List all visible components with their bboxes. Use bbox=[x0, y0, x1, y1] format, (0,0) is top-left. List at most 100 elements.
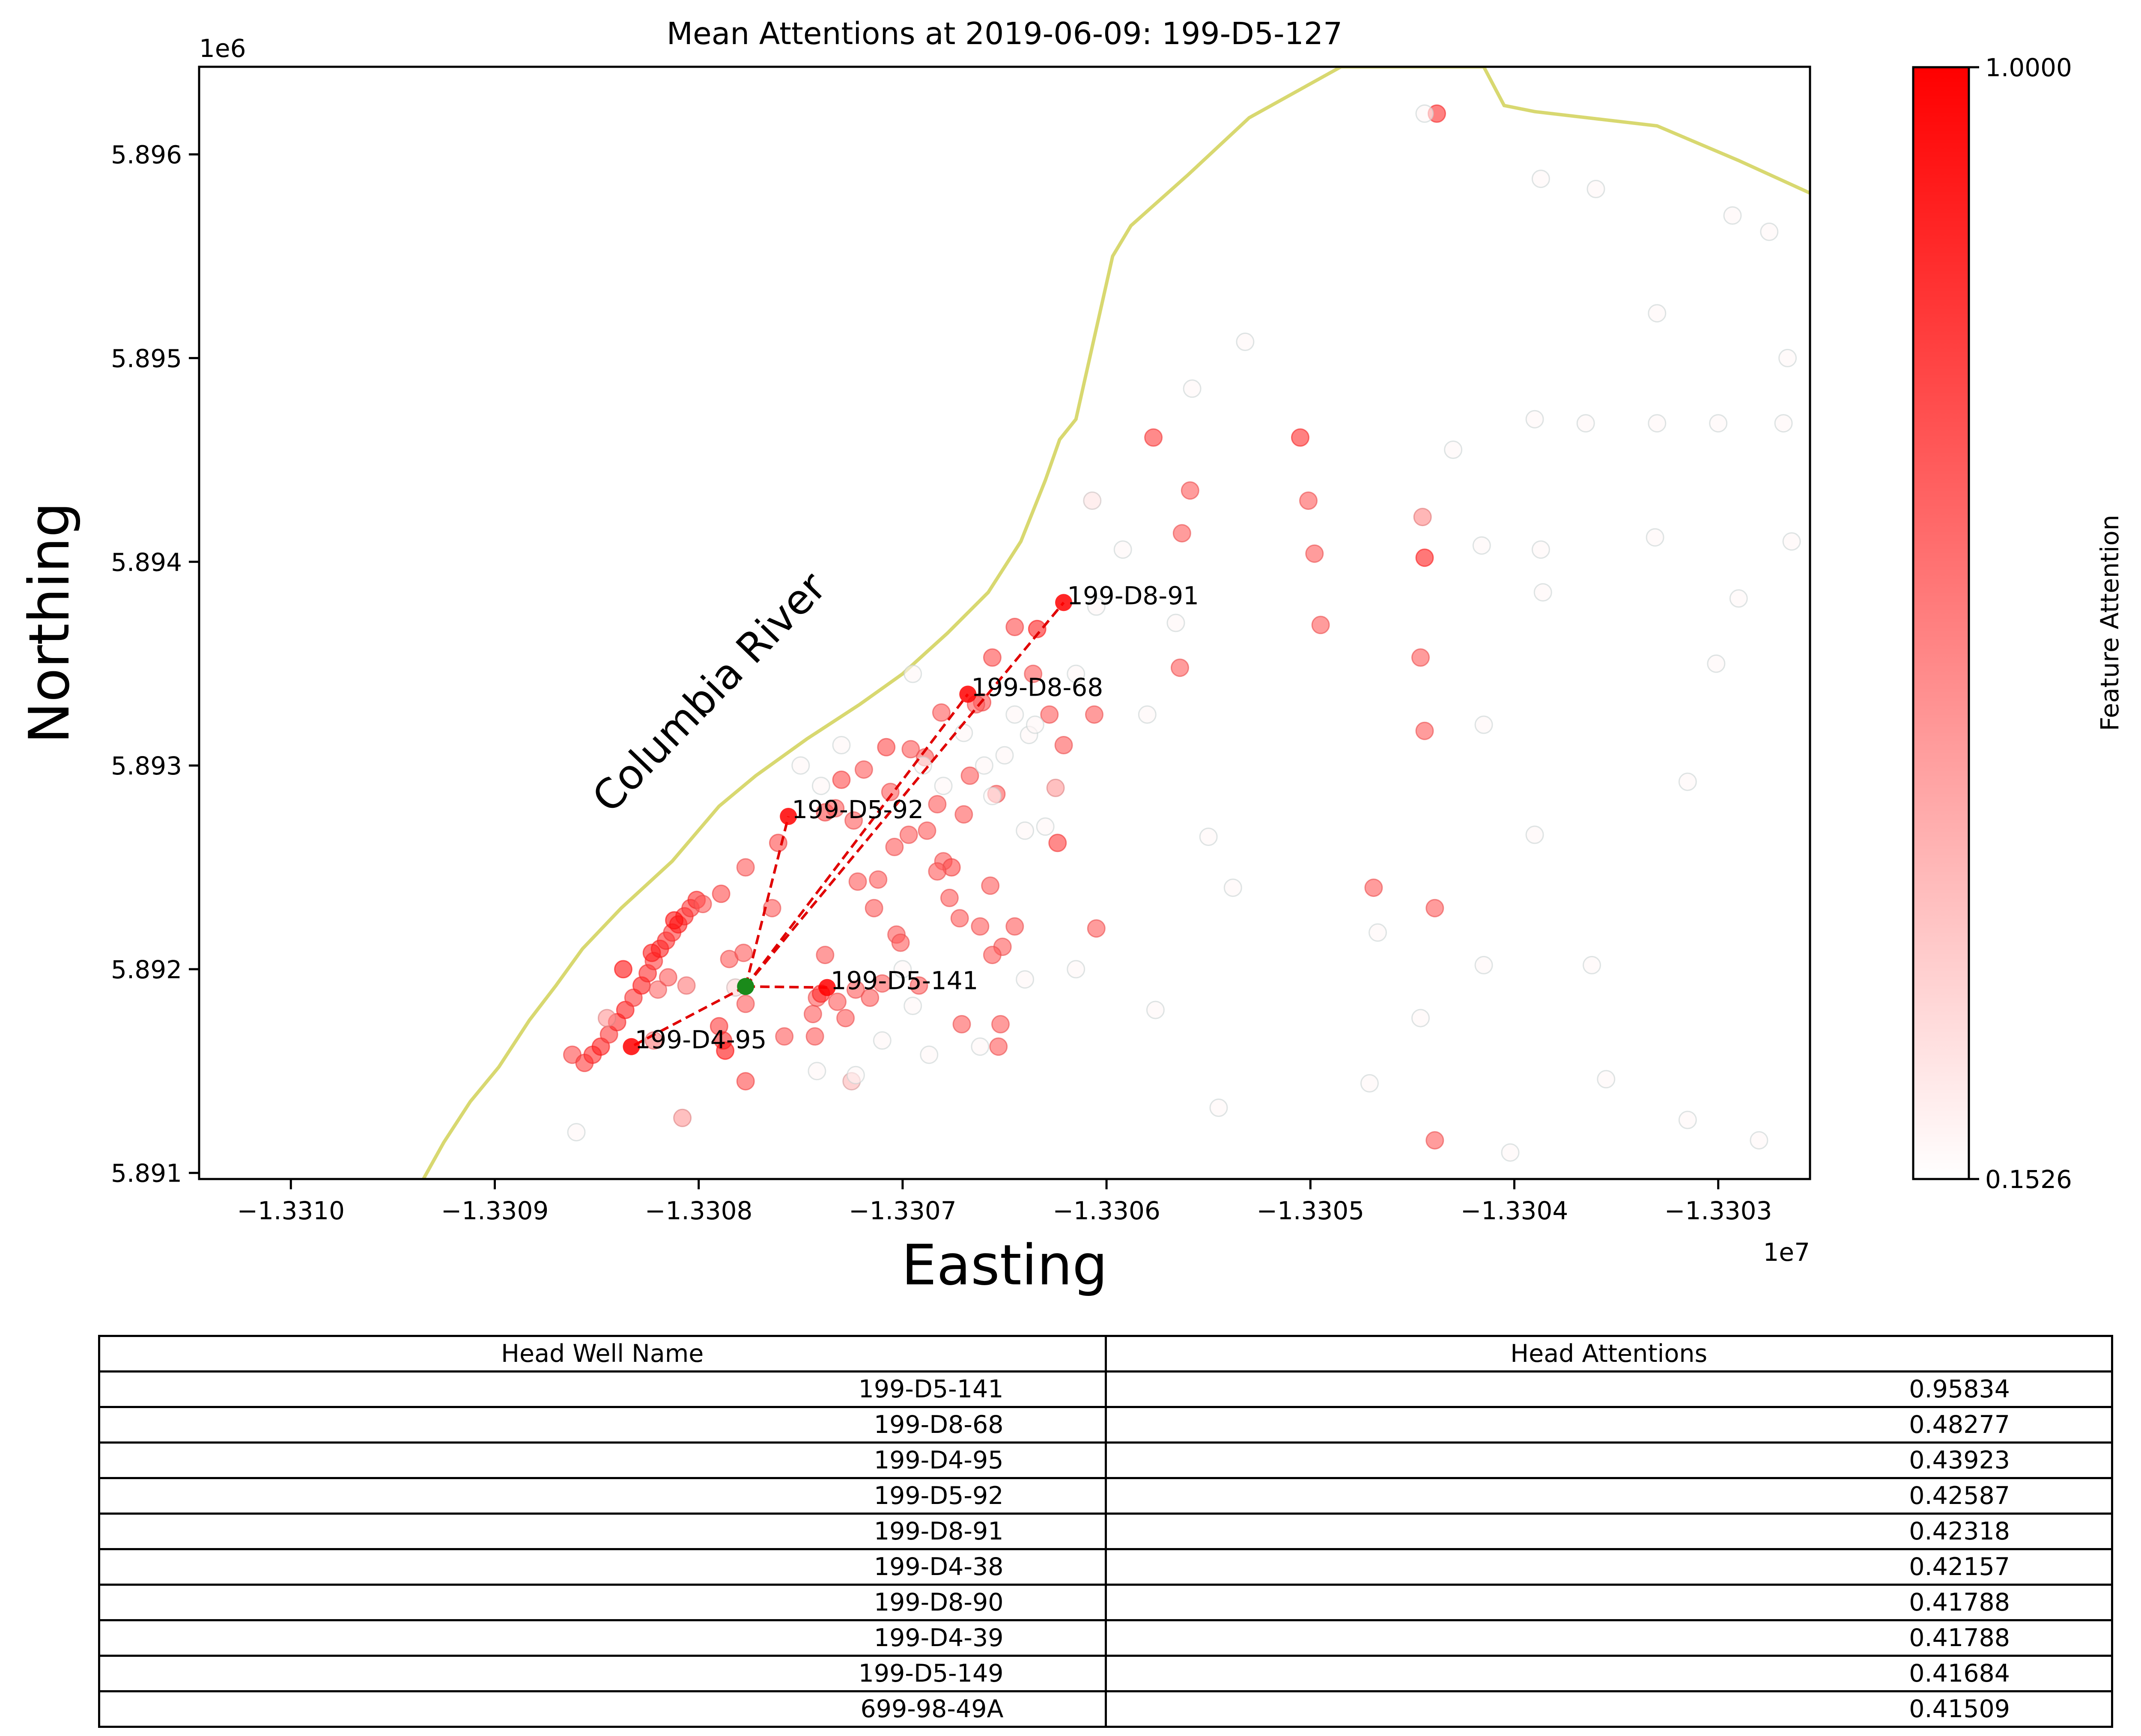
well-point-46 bbox=[1005, 618, 1024, 636]
well-point-73 bbox=[869, 870, 888, 889]
well-point-101 bbox=[1181, 481, 1199, 500]
well-point-19 bbox=[614, 960, 632, 979]
colorbar: 1.0000 0.1526 Feature Attention bbox=[1912, 53, 2124, 1194]
well-point-30 bbox=[716, 1041, 735, 1060]
well-point-153 bbox=[1223, 878, 1242, 897]
well-point-131 bbox=[1472, 536, 1491, 555]
well-point-124 bbox=[1760, 222, 1779, 241]
table-row: 199-D4-38 0.42157 bbox=[98, 1548, 2113, 1586]
well-point-140 bbox=[1678, 772, 1697, 791]
well-point-167 bbox=[893, 960, 912, 979]
cell-well-name: 199-D4-95 bbox=[98, 1441, 1107, 1479]
head-well-point bbox=[737, 978, 754, 995]
x-tick-label-6: −1.3304 bbox=[1461, 1196, 1568, 1225]
y-axis-label: Northing bbox=[17, 502, 82, 744]
well-label-199-D8-68: 199-D8-68 bbox=[971, 673, 1103, 702]
cell-attention: 0.42318 bbox=[1104, 1513, 2113, 1550]
well-point-85 bbox=[803, 1005, 822, 1024]
column-header-attention: Head Attentions bbox=[1104, 1335, 2113, 1373]
well-point-122 bbox=[1648, 304, 1667, 323]
well-point-53 bbox=[1054, 736, 1073, 754]
x-axis: −1.3310 −1.3309 −1.3308 −1.3307 −1.3306 −1.33… bbox=[237, 1179, 1772, 1225]
cell-well-name: 699-98-49A bbox=[98, 1690, 1107, 1728]
well-label-199-D4-95: 199-D4-95 bbox=[635, 1025, 767, 1054]
table-row: 199-D4-39 0.41788 bbox=[98, 1619, 2113, 1657]
well-point-18 bbox=[693, 895, 712, 914]
well-point-169 bbox=[1036, 817, 1055, 836]
well-point-107 bbox=[1311, 616, 1330, 634]
table-row: 199-D8-68 0.48277 bbox=[98, 1406, 2113, 1444]
well-point-56 bbox=[1087, 919, 1106, 938]
well-point-87 bbox=[828, 992, 847, 1011]
y-offset-label: 1e6 bbox=[199, 34, 246, 63]
well-point-117 bbox=[1183, 379, 1202, 398]
well-point-45 bbox=[983, 648, 1002, 667]
well-label-199-D5-141: 199-D5-141 bbox=[831, 966, 978, 995]
well-point-166 bbox=[808, 1062, 826, 1081]
well-point-154 bbox=[1199, 828, 1218, 846]
plot-frame bbox=[198, 66, 1811, 1180]
y-tick-label-3: 5.894 bbox=[111, 548, 182, 577]
plot-area: 199-D5-141 199-D8-68 199-D4-95 199-D5-92 199… bbox=[422, 67, 1810, 1179]
well-point-65 bbox=[899, 825, 918, 844]
well-point-155 bbox=[1138, 705, 1157, 724]
attention-link-199-D8-91 bbox=[744, 601, 1065, 988]
well-point-72 bbox=[865, 899, 883, 917]
river-label: Columbia River bbox=[583, 563, 836, 822]
well-point-149 bbox=[1501, 1143, 1520, 1162]
well-point-135 bbox=[1444, 441, 1463, 459]
well-point-34 bbox=[736, 858, 755, 877]
well-point-88 bbox=[846, 980, 865, 999]
well-point-151 bbox=[1209, 1099, 1228, 1117]
well-point-25 bbox=[597, 1009, 616, 1027]
well-point-137 bbox=[1729, 589, 1748, 608]
well-point-177 bbox=[934, 777, 953, 795]
well-point-58 bbox=[960, 766, 979, 785]
columbia-river-line bbox=[422, 67, 1810, 1179]
well-point-54 bbox=[1046, 778, 1065, 797]
well-point-32 bbox=[736, 1072, 755, 1091]
well-point-105 bbox=[1299, 491, 1318, 510]
well-point-51 bbox=[1040, 705, 1059, 724]
cell-well-name: 199-D5-141 bbox=[98, 1370, 1107, 1408]
x-tick-label-4: −1.3306 bbox=[1053, 1196, 1160, 1225]
x-axis-label: Easting bbox=[901, 1233, 1108, 1298]
well-point-102 bbox=[1172, 524, 1191, 543]
well-point-156 bbox=[1166, 613, 1185, 632]
well-label-199-D8-91: 199-D8-91 bbox=[1067, 581, 1199, 610]
well-point-134 bbox=[1782, 532, 1801, 551]
well-point-110 bbox=[1411, 648, 1430, 667]
well-point-81 bbox=[891, 933, 910, 952]
well-point-96 bbox=[989, 1037, 1008, 1056]
well-point-39 bbox=[832, 770, 851, 789]
well-point-178 bbox=[811, 777, 830, 795]
x-tick-label-2: −1.3308 bbox=[645, 1196, 753, 1225]
cell-well-name: 199-D4-39 bbox=[98, 1619, 1107, 1657]
cell-attention: 0.41788 bbox=[1104, 1584, 2113, 1621]
well-point-40 bbox=[854, 760, 873, 779]
well-point-104 bbox=[1291, 428, 1309, 447]
cell-well-name: 199-D5-92 bbox=[98, 1477, 1107, 1515]
well-point-182 bbox=[567, 1123, 586, 1142]
well-point-162 bbox=[920, 1045, 939, 1064]
well-point-129 bbox=[1709, 414, 1728, 433]
table-body: Head Well Name Head Attentions 199-D5-14… bbox=[98, 1335, 2113, 1728]
well-point-109 bbox=[1415, 548, 1434, 567]
well-point-171 bbox=[995, 746, 1014, 765]
column-header-well-name: Head Well Name bbox=[98, 1335, 1107, 1373]
well-point-111 bbox=[1415, 721, 1434, 740]
well-point-120 bbox=[1531, 170, 1550, 188]
well-point-164 bbox=[873, 1031, 892, 1050]
well-point-44 bbox=[932, 703, 951, 722]
y-tick-label-5: 5.896 bbox=[111, 140, 182, 170]
x-tick-label-7: −1.3303 bbox=[1664, 1196, 1772, 1225]
well-point-91 bbox=[836, 1009, 855, 1027]
well-point-147 bbox=[1678, 1111, 1697, 1129]
table-row: 199-D4-95 0.43923 bbox=[98, 1441, 2113, 1479]
well-point-74 bbox=[940, 888, 959, 907]
well-point-150 bbox=[1360, 1074, 1379, 1093]
well-point-35 bbox=[763, 899, 781, 917]
well-point-24 bbox=[677, 976, 696, 995]
well-point-133 bbox=[1646, 528, 1664, 547]
